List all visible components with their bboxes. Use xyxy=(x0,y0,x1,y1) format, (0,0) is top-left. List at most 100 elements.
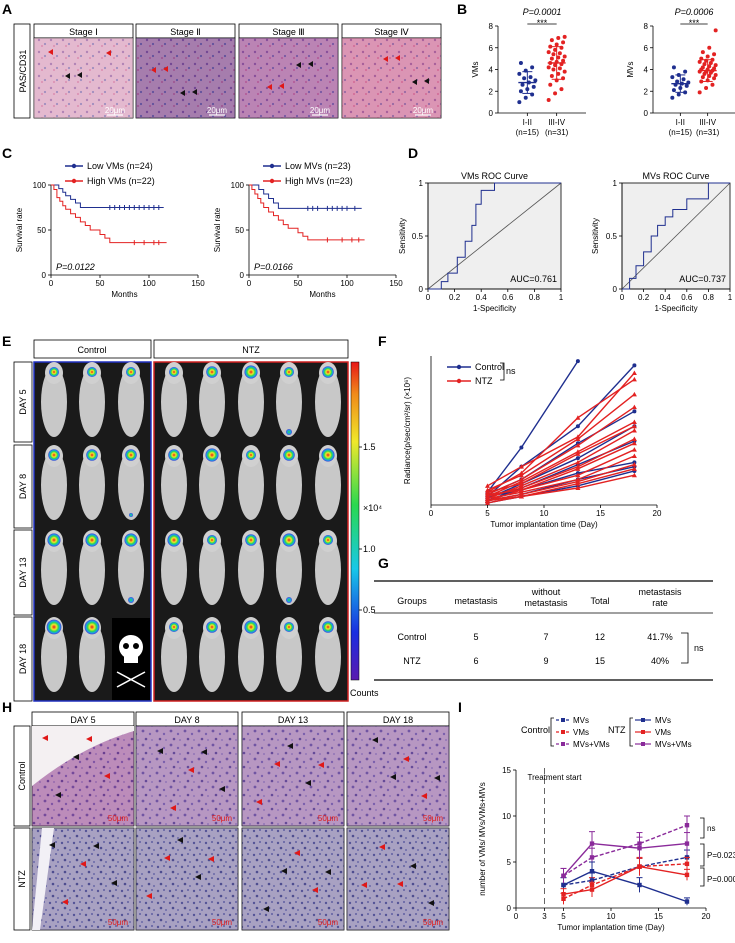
tumor-signal xyxy=(168,449,180,461)
y-axis-label: Radiance(p/sec/cm²/sr) (×10⁶) xyxy=(403,377,412,484)
data-point xyxy=(683,69,688,74)
x-tick-label: 0.4 xyxy=(660,293,672,302)
data-point xyxy=(562,34,567,39)
data-point xyxy=(697,59,702,64)
x-tick-label: 0 xyxy=(247,279,252,288)
data-point xyxy=(546,97,551,102)
data-point xyxy=(575,359,580,364)
day-label-box xyxy=(13,444,33,529)
mouse-body xyxy=(276,450,302,520)
arrowhead xyxy=(42,735,48,741)
mouse-body xyxy=(41,367,67,437)
day-label: DAY 18 xyxy=(18,644,28,674)
mouse-body xyxy=(276,622,302,692)
y-tick-label: 1 xyxy=(419,179,424,188)
mouse-body xyxy=(41,535,67,605)
group-header xyxy=(153,339,349,359)
arrowhead xyxy=(305,780,311,786)
data-point xyxy=(528,75,533,80)
mouse-body xyxy=(41,622,67,692)
legend-group-label: Control xyxy=(521,725,550,735)
arrowhead xyxy=(390,774,396,780)
day-label: DAY 8 xyxy=(174,715,199,725)
arrowhead xyxy=(164,855,170,861)
data-point xyxy=(575,472,581,478)
data-point xyxy=(546,50,551,55)
colorbar-tick-label: ×10⁴ xyxy=(363,503,382,513)
mouse-body xyxy=(199,535,225,605)
data-point xyxy=(589,887,595,892)
group-label: Control xyxy=(77,345,106,355)
tumor-signal xyxy=(206,621,218,633)
tumor-signal xyxy=(125,449,137,461)
data-point xyxy=(675,79,680,84)
arrowhead xyxy=(325,869,331,875)
data-point xyxy=(575,466,581,471)
data-point xyxy=(485,483,490,488)
category-label: III-IV xyxy=(699,118,717,127)
y-tick-label: 4 xyxy=(489,66,494,75)
data-point xyxy=(699,79,704,84)
arrowhead xyxy=(93,843,99,849)
mouse-body xyxy=(238,535,264,605)
scale-bar-label: 50μm xyxy=(318,918,339,927)
chart-mvs-scatter: 0 2 4 6 8 MVs I-II(n=15) III-IV(n=31) ***P=0.000… xyxy=(626,7,735,137)
lumen xyxy=(32,726,134,786)
x-tick-label: 15 xyxy=(654,912,663,921)
data-point xyxy=(631,447,637,452)
tumor-signal xyxy=(124,533,138,547)
mouse-body xyxy=(315,535,341,605)
mouse-body xyxy=(161,367,187,437)
cell-control-metastasis: 5 xyxy=(473,632,478,642)
tumor-signal xyxy=(323,535,333,545)
y-axis-label: number of VMs/ MVs/VMs+MVs xyxy=(478,782,487,896)
data-point xyxy=(575,436,581,442)
sig-stars: *** xyxy=(537,18,548,28)
legend-label: MVs+VMs xyxy=(573,740,610,749)
arrowhead xyxy=(80,861,86,867)
arrowhead xyxy=(263,906,269,912)
chart-title: MVs ROC Curve xyxy=(642,171,709,181)
mouse-body xyxy=(238,450,264,520)
micrograph-tint xyxy=(239,38,338,118)
tumor-signal xyxy=(46,619,62,635)
mouse-body xyxy=(41,450,67,520)
data-point xyxy=(556,71,561,76)
count-line xyxy=(563,824,688,877)
tumor-signal xyxy=(169,622,179,632)
y-tick-label: 0 xyxy=(419,285,424,294)
legend-marker xyxy=(269,163,275,169)
arrowhead xyxy=(49,842,55,848)
chart-survival-mvs: 0 50 100 150 0 50 100 Months Survival rate Low MV… xyxy=(213,161,403,299)
data-point xyxy=(697,90,702,95)
x-tick-label: 50 xyxy=(294,279,303,288)
arrowhead xyxy=(151,67,156,73)
x-tick-label: 0 xyxy=(426,293,431,302)
arrowhead xyxy=(379,844,385,850)
tumor-signal xyxy=(86,449,98,461)
data-point xyxy=(548,82,553,87)
data-point xyxy=(575,481,581,486)
sig-label: P=0.0232 xyxy=(707,851,735,860)
colorbar-tick-label: 0.5 xyxy=(363,605,376,615)
arrowhead xyxy=(281,868,287,874)
data-point xyxy=(637,864,642,869)
arrowhead xyxy=(395,55,400,61)
data-point xyxy=(631,440,637,446)
mouse-body xyxy=(79,367,105,437)
auc-label: AUC=0.761 xyxy=(510,274,557,284)
y-tick-label: 1 xyxy=(613,179,618,188)
legend-marker xyxy=(456,378,462,384)
arrowhead xyxy=(372,737,378,743)
arrowhead xyxy=(434,775,440,781)
day-label-box xyxy=(13,529,33,616)
micrograph xyxy=(346,827,450,931)
day-label: DAY 18 xyxy=(383,715,413,725)
x-tick-label: 150 xyxy=(389,279,403,288)
y-tick-label: 8 xyxy=(644,22,649,31)
data-point xyxy=(707,74,712,79)
arrowhead xyxy=(383,56,388,62)
x-tick-label: 100 xyxy=(340,279,354,288)
data-point xyxy=(561,882,566,888)
data-point xyxy=(519,445,524,450)
